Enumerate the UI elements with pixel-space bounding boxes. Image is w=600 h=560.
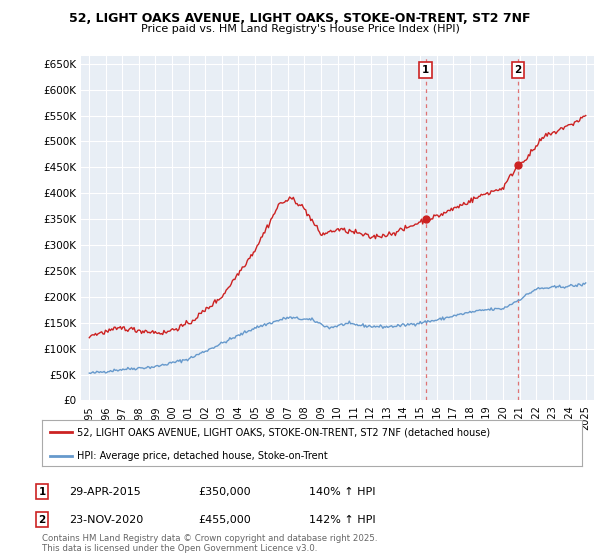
Text: 140% ↑ HPI: 140% ↑ HPI bbox=[309, 487, 376, 497]
Text: 2: 2 bbox=[38, 515, 46, 525]
Text: 52, LIGHT OAKS AVENUE, LIGHT OAKS, STOKE-ON-TRENT, ST2 7NF: 52, LIGHT OAKS AVENUE, LIGHT OAKS, STOKE… bbox=[69, 12, 531, 25]
Text: 1: 1 bbox=[422, 65, 430, 75]
Text: Price paid vs. HM Land Registry's House Price Index (HPI): Price paid vs. HM Land Registry's House … bbox=[140, 24, 460, 34]
Text: 52, LIGHT OAKS AVENUE, LIGHT OAKS, STOKE-ON-TRENT, ST2 7NF (detached house): 52, LIGHT OAKS AVENUE, LIGHT OAKS, STOKE… bbox=[77, 427, 490, 437]
Text: HPI: Average price, detached house, Stoke-on-Trent: HPI: Average price, detached house, Stok… bbox=[77, 451, 328, 461]
Text: Contains HM Land Registry data © Crown copyright and database right 2025.
This d: Contains HM Land Registry data © Crown c… bbox=[42, 534, 377, 553]
Text: 142% ↑ HPI: 142% ↑ HPI bbox=[309, 515, 376, 525]
Text: £350,000: £350,000 bbox=[198, 487, 251, 497]
Text: 1: 1 bbox=[38, 487, 46, 497]
Text: 2: 2 bbox=[514, 65, 521, 75]
Text: 29-APR-2015: 29-APR-2015 bbox=[69, 487, 141, 497]
Text: £455,000: £455,000 bbox=[198, 515, 251, 525]
Text: 23-NOV-2020: 23-NOV-2020 bbox=[69, 515, 143, 525]
